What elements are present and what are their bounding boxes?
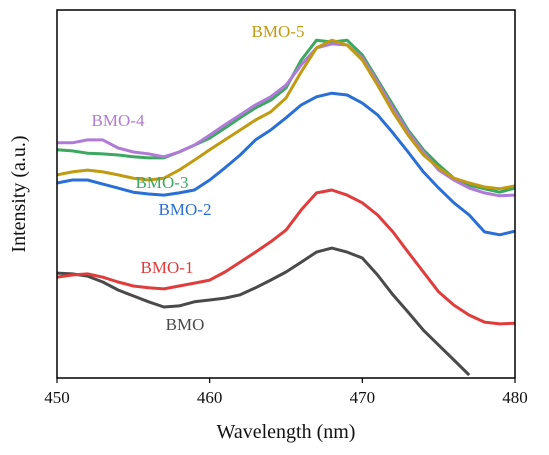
- series-label: BMO: [166, 315, 205, 334]
- x-tick-label: 480: [502, 388, 528, 407]
- x-axis-label: Wavelength (nm): [217, 421, 356, 443]
- series-line: [57, 38, 515, 194]
- series-label: BMO-2: [159, 200, 212, 219]
- series-label: BMO-5: [252, 22, 305, 41]
- series-label: BMO-4: [92, 111, 145, 130]
- plot-lines: [57, 38, 515, 377]
- series-label: BMO-3: [136, 173, 189, 192]
- series-line: [57, 188, 515, 326]
- series-line: [57, 38, 515, 191]
- series-line: [57, 42, 515, 198]
- series-line: [57, 246, 471, 377]
- plot-frame: [56, 9, 516, 379]
- series-label: BMO-1: [141, 258, 194, 277]
- y-axis-label: Intensity (a.u.): [8, 135, 30, 252]
- x-tick-label: 470: [350, 388, 376, 407]
- x-tick-label: 460: [197, 388, 223, 407]
- series-line: [57, 91, 515, 237]
- x-tick-label: 450: [44, 388, 70, 407]
